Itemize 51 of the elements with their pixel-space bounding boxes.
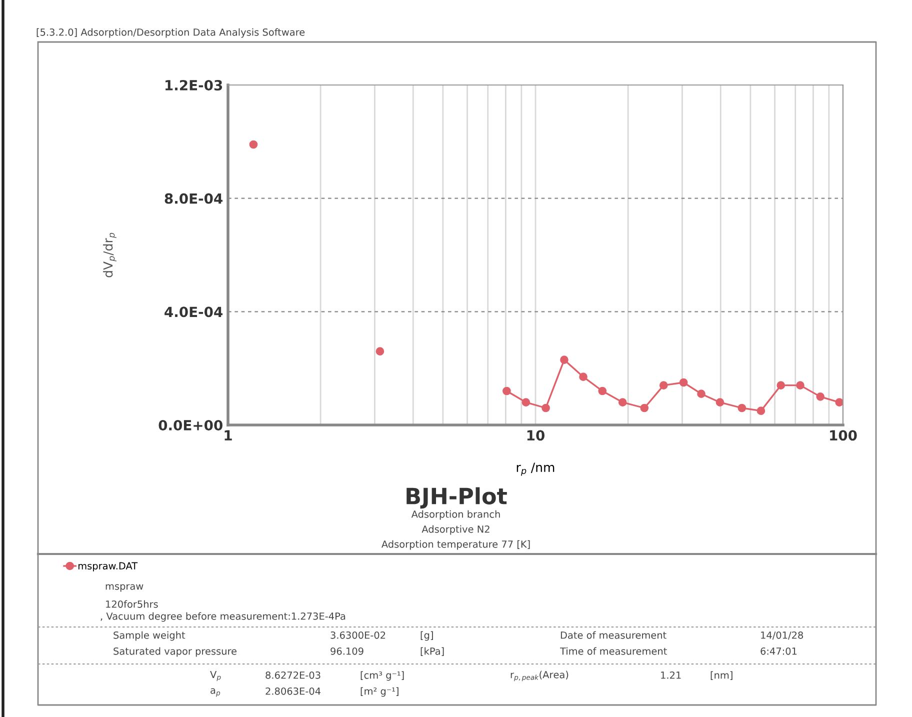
text: 6:47:01 (760, 647, 797, 655)
text: 3.6300E-02 (330, 631, 386, 639)
text: 1.21 (661, 671, 681, 679)
y-tick-label: 0.0E+00 (158, 420, 222, 430)
y-tick-label: 8.0E-04 (164, 193, 222, 204)
text: mspraw (106, 584, 144, 592)
text: r$_{p,peak}$(Area) (510, 670, 568, 682)
point (816, 392, 825, 401)
x-axis-title: r$_{p}$ /nm (516, 462, 554, 476)
point (640, 404, 649, 412)
text: , Vacuum degree before measurement:1.273E-4Pa (100, 612, 346, 622)
y-tick-label: 4.0E-04 (164, 306, 222, 318)
point (738, 404, 746, 412)
point (502, 386, 511, 396)
text: [nm] (710, 671, 732, 680)
text: Adsorption branch Adsorptive N2 Adsorption temperature 77 [K] (381, 510, 530, 550)
point (697, 390, 706, 398)
text: BJH-Plot (406, 487, 507, 509)
legend-label: mspraw.DAT (78, 562, 138, 572)
text: Time of measurement (560, 647, 667, 655)
point (542, 404, 550, 412)
x-tick-label: 10 (527, 430, 544, 441)
point (560, 356, 568, 364)
text: 2.8063E-04 (266, 687, 320, 695)
text: [g] (420, 631, 433, 641)
point (776, 381, 786, 390)
point (679, 378, 688, 387)
x-tick-label: 100 (830, 430, 857, 441)
point (522, 398, 530, 406)
text: [m² g⁻¹] (360, 687, 398, 697)
text: Date of measurement (560, 631, 666, 639)
text: Sample weight (114, 631, 186, 641)
text: 120for5hrs (106, 600, 158, 608)
text: [5.3.2.0] Adsorption/Desorption Data Analysis Software (36, 28, 305, 38)
point (756, 406, 766, 415)
text: V$_{p}$ (210, 670, 221, 682)
text: 14/01/28 (761, 631, 803, 640)
text: 96.109 (330, 647, 364, 655)
text: [cm³ g⁻¹] (360, 671, 404, 681)
x-tick-label: 1 (224, 430, 232, 440)
point (659, 381, 668, 390)
point (618, 398, 627, 406)
text: 8.6272E-03 (266, 671, 320, 679)
y-axis-title: dV$_{p}$/dr$_{p}$ (103, 232, 116, 278)
y-tick-label: 1.2E-03 (166, 80, 222, 90)
point (835, 398, 843, 406)
text: [kPa] (420, 647, 444, 656)
point (579, 372, 588, 381)
text: Saturated vapor pressure (114, 647, 236, 657)
point (796, 381, 804, 390)
text: a$_{p}$ (210, 688, 220, 697)
